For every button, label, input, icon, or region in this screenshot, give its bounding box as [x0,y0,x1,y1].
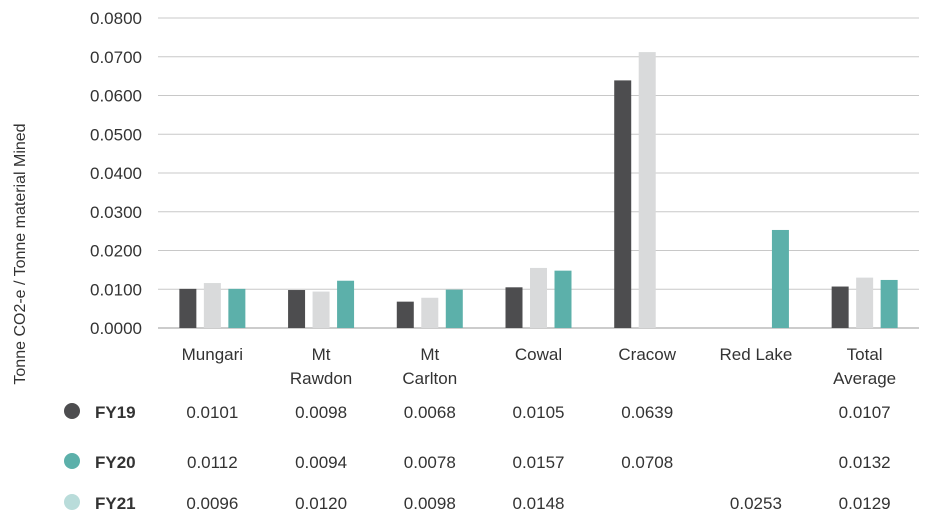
table-cell: 0.0157 [513,453,565,472]
table-cell: 0.0098 [295,403,347,422]
table-cell: 0.0096 [186,494,238,511]
table-cell: 0.0120 [295,494,347,511]
y-axis-label: Tonne CO2-e / Tonne material Mined [12,123,29,384]
x-tick-label: Average [833,369,896,388]
table-cell: 0.0094 [295,453,347,472]
bar-fy21 [421,297,439,328]
table-cell: 0.0107 [839,403,891,422]
x-tick-label: Carlton [402,369,457,388]
y-tick-label: 0.0600 [90,87,142,106]
y-tick-label: 0.0300 [90,203,142,222]
y-tick-label: 0.0500 [90,125,142,144]
bar-fy20 [228,288,246,328]
table-cell: 0.0078 [404,453,456,472]
table-cell: 0.0132 [839,453,891,472]
bar-fy20 [337,280,355,328]
x-axis-labels: Mungari Mt Rawdon Mt Carlton Cowal Cracow Red L… [182,345,897,388]
bar-fy19 [179,288,197,328]
table-cell: 0.0068 [404,403,456,422]
legend-marker-fy20 [64,453,80,469]
data-table: FY19 0.0101 0.0098 0.0068 0.0105 0.0639 0.0107… [64,403,891,511]
bar-fy20 [880,279,898,328]
y-tick-label: 0.0000 [90,319,142,338]
bar-fy19 [614,80,632,328]
table-cell: 0.0639 [621,403,673,422]
bar-fy21 [203,283,221,328]
x-tick-label: Mt [420,345,439,364]
bar-fy21 [638,52,656,328]
bar-fy21 [312,291,330,328]
bar-fy19 [831,286,849,328]
x-tick-label: Mungari [182,345,243,364]
table-cell: 0.0098 [404,494,456,511]
legend-label: FY21 [95,494,136,511]
bar-fy20 [445,289,463,328]
legend-label: FY20 [95,453,136,472]
bar-fy20 [554,270,572,328]
y-tick-label: 0.0400 [90,164,142,183]
y-tick-label: 0.0200 [90,242,142,261]
legend-label: FY19 [95,403,136,422]
table-cell: 0.0148 [513,494,565,511]
bars [179,52,898,328]
y-tick-label: 0.0700 [90,48,142,67]
legend-marker-fy19 [64,403,80,419]
table-cell: 0.0253 [730,494,782,511]
x-tick-label: Red Lake [720,345,793,364]
bar-fy19 [505,287,523,328]
bar-fy20 [771,229,789,328]
y-axis-ticks: 0.0000 0.0100 0.0200 0.0300 0.0400 0.0500 0.06… [90,9,142,338]
table-cell: 0.0129 [839,494,891,511]
table-cell: 0.0708 [621,453,673,472]
gridlines [158,17,919,329]
y-tick-label: 0.0800 [90,9,142,28]
bar-fy19 [288,290,306,328]
y-tick-label: 0.0100 [90,280,142,299]
x-tick-label: Cracow [618,345,676,364]
x-tick-label: Rawdon [290,369,352,388]
legend-marker-fy21 [64,494,80,510]
table-cell: 0.0105 [513,403,565,422]
table-cell: 0.0112 [187,453,238,472]
bar-fy21 [856,277,874,328]
bar-fy21 [530,267,547,328]
table-cell: 0.0101 [186,403,238,422]
x-tick-label: Cowal [515,345,562,364]
bar-fy19 [396,301,414,328]
x-tick-label: Total [847,345,883,364]
x-tick-label: Mt [312,345,331,364]
